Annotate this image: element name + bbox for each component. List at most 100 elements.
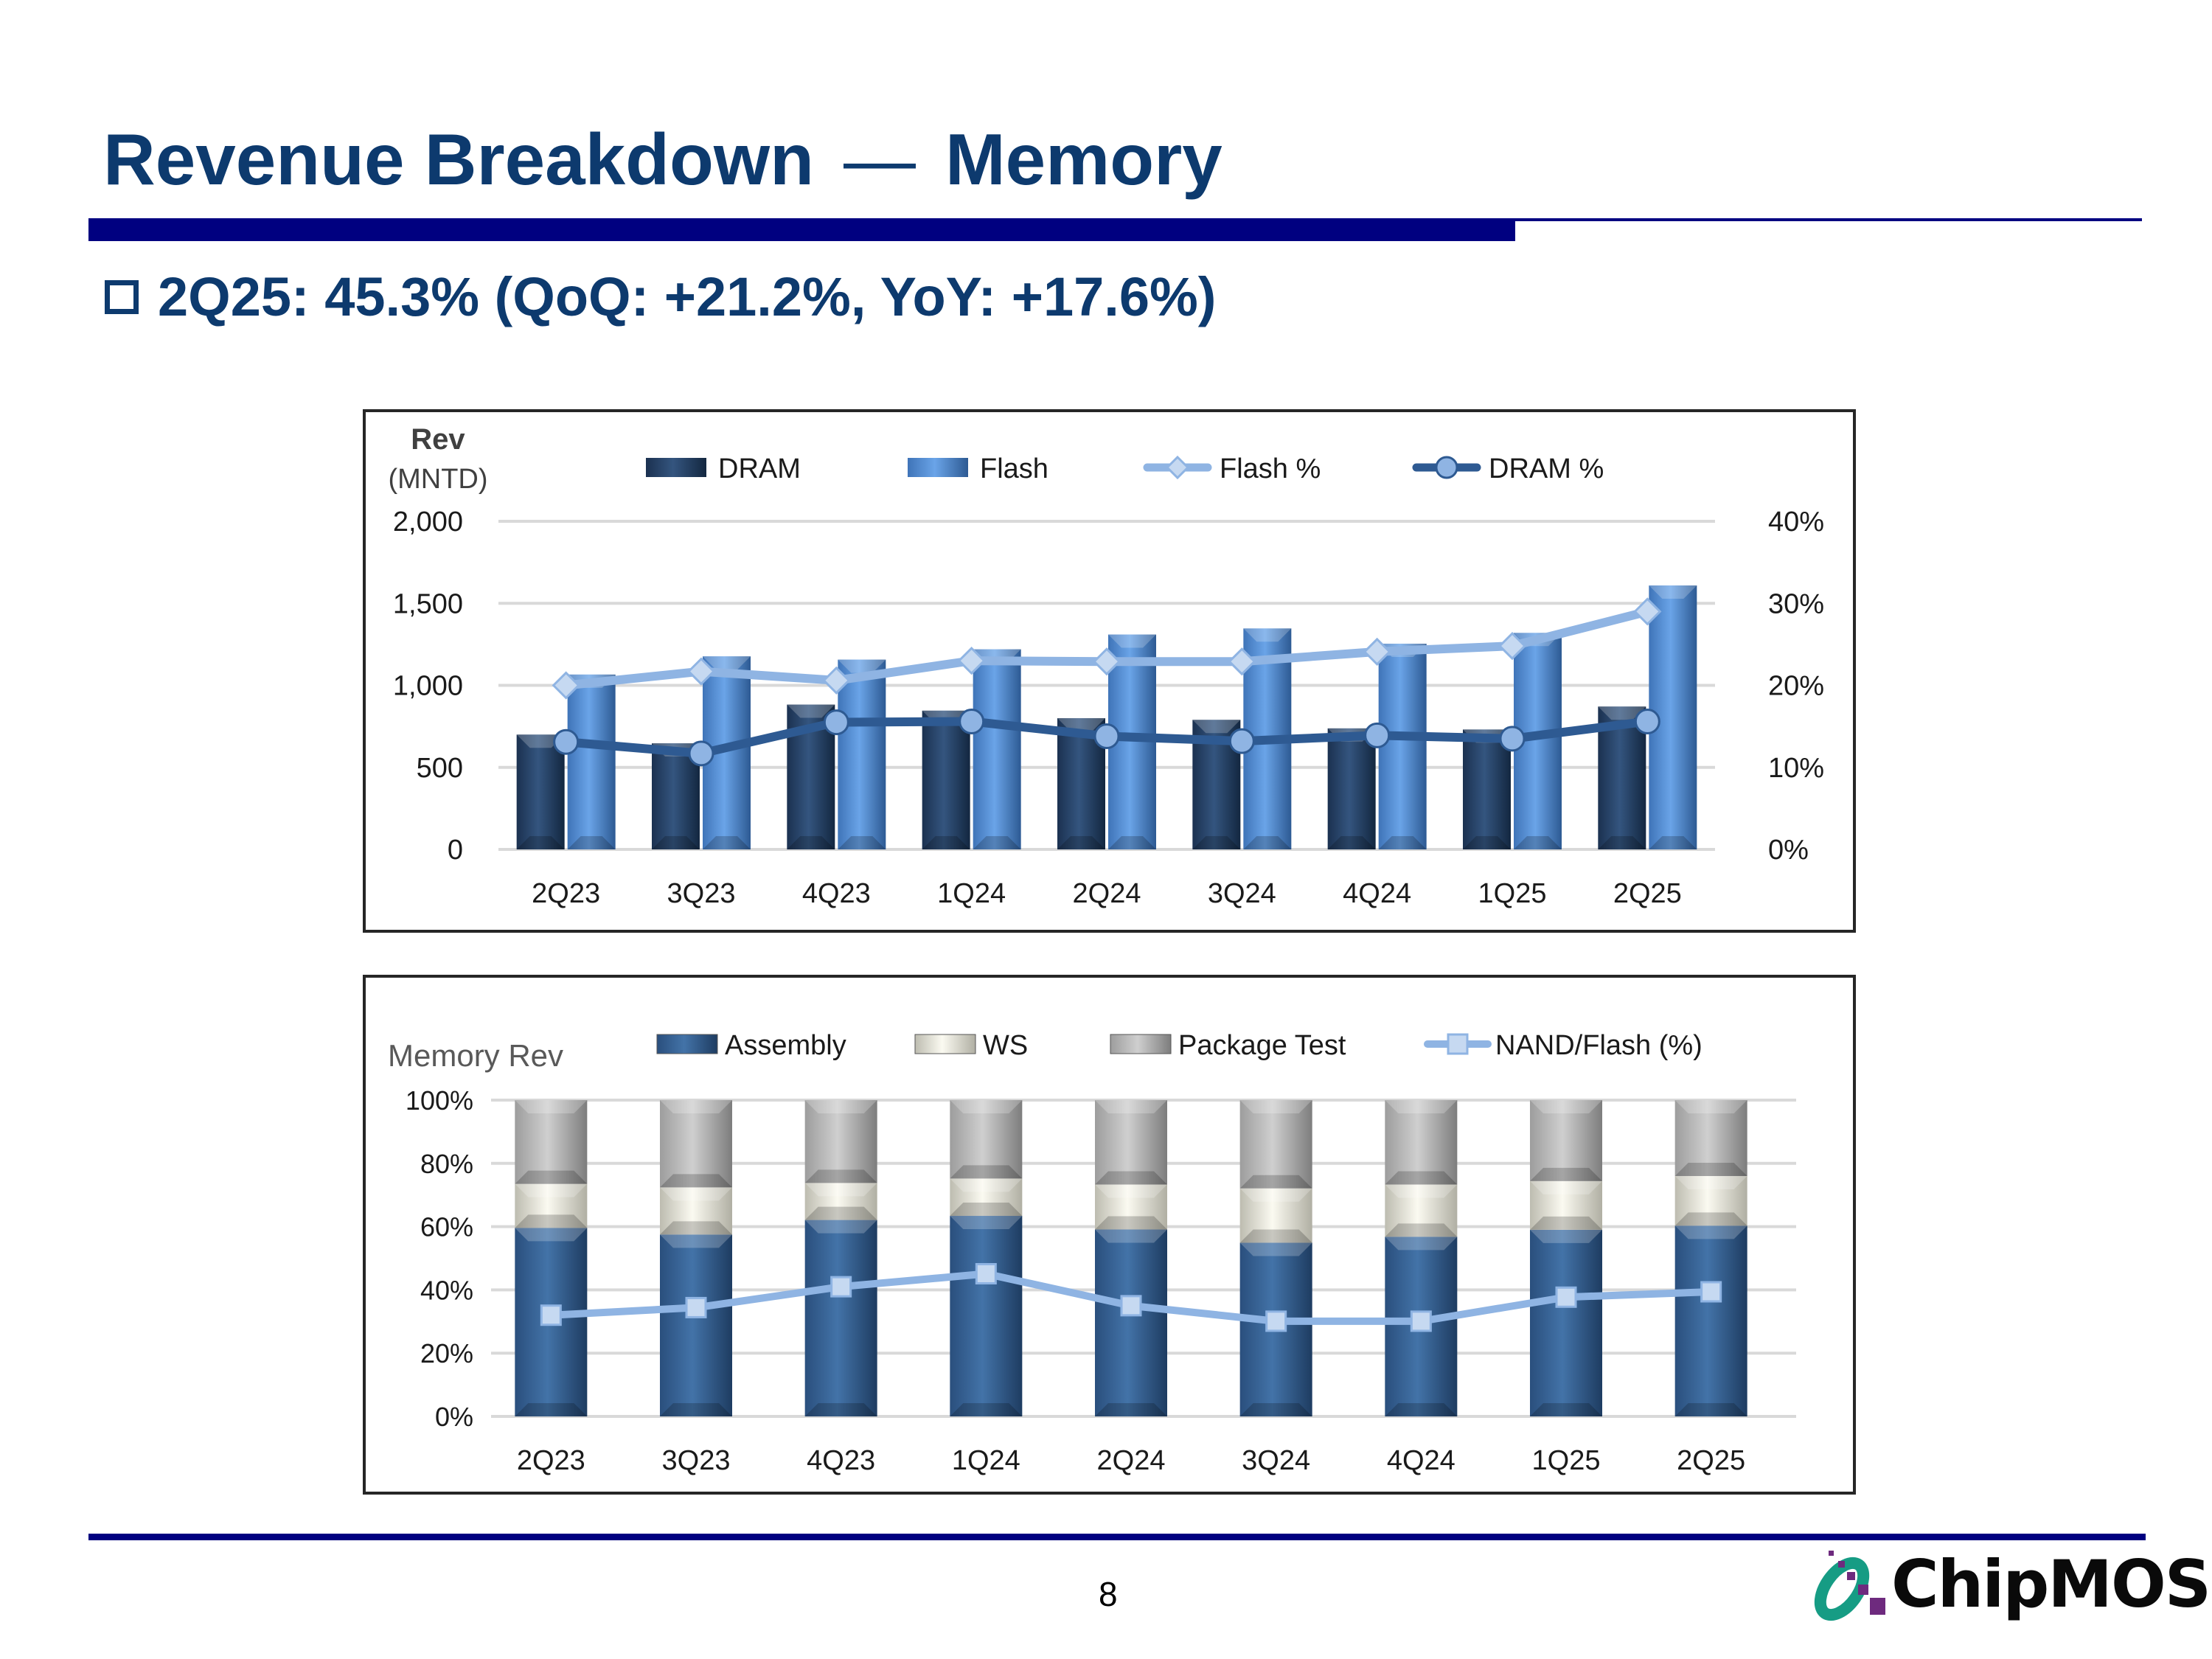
package-test-segment-bevel-bottom xyxy=(1239,1175,1312,1189)
ws-segment xyxy=(1530,1180,1602,1230)
package-test-segment xyxy=(1674,1100,1747,1176)
ws-segment-bevel-top xyxy=(515,1183,588,1197)
ws-segment-body xyxy=(1674,1175,1747,1226)
ws-segment xyxy=(1385,1184,1458,1237)
dram-pct-marker xyxy=(823,709,849,736)
package-test-segment-bevel-top xyxy=(950,1100,1023,1113)
package-test-segment-bevel-bottom xyxy=(1674,1162,1747,1176)
nand-flash-marker xyxy=(1120,1295,1142,1317)
assembly-segment-bevel-top xyxy=(804,1220,877,1234)
dram-pct-marker xyxy=(1499,726,1526,752)
ws-segment-body xyxy=(1530,1180,1602,1230)
y-tick-label: 0 xyxy=(448,835,463,866)
package-test-segment-bevel-bottom xyxy=(804,1169,877,1183)
ws-segment-body xyxy=(660,1187,732,1235)
assembly-segment-bevel-bottom xyxy=(804,1403,877,1416)
title-dash: — xyxy=(843,119,916,200)
assembly-segment-body xyxy=(804,1220,877,1416)
ws-segment-bevel-bottom xyxy=(1239,1229,1312,1243)
ws-segment-bevel-bottom xyxy=(804,1206,877,1220)
x-tick-label: 1Q25 xyxy=(1478,878,1547,909)
x-tick-label: 2Q23 xyxy=(532,878,600,909)
dram-bar xyxy=(516,734,565,849)
y2-tick-label: 40% xyxy=(1768,507,1824,538)
flash-bar-bevel-top xyxy=(703,656,751,670)
legend-label: NAND/Flash (%) xyxy=(1495,1030,1703,1061)
package-test-segment-body xyxy=(1674,1100,1747,1176)
assembly-segment-bevel-bottom xyxy=(950,1403,1023,1416)
flash-bar-body xyxy=(1378,643,1427,849)
ws-segment-bevel-top xyxy=(660,1187,732,1201)
package-test-segment xyxy=(660,1100,732,1188)
assembly-segment-bevel-bottom xyxy=(1239,1403,1312,1416)
flash-bar-body xyxy=(838,659,886,849)
page-number: 8 xyxy=(1099,1575,1118,1613)
flash-pct-marker xyxy=(1363,637,1391,667)
x-tick-label: 2Q25 xyxy=(1613,878,1682,909)
dram-bar-bevel-bottom xyxy=(1463,836,1511,849)
y2-tick-label: 20% xyxy=(1768,671,1824,702)
ws-segment-bevel-top xyxy=(804,1183,877,1197)
ws-segment xyxy=(804,1183,877,1220)
y-tick-label: 100% xyxy=(406,1085,473,1116)
nand-flash-marker xyxy=(685,1296,707,1318)
assembly-segment-body xyxy=(950,1216,1023,1416)
ws-segment xyxy=(660,1187,732,1235)
assembly-segment-bevel-top xyxy=(950,1216,1023,1230)
square-bullet-icon xyxy=(105,279,139,314)
assembly-segment-body xyxy=(1530,1229,1602,1416)
ws-segment-body xyxy=(1095,1184,1167,1230)
assembly-segment-bevel-bottom xyxy=(1530,1403,1602,1416)
assembly-segment xyxy=(1095,1229,1167,1416)
title-left: Revenue Breakdown xyxy=(103,119,814,200)
assembly-segment xyxy=(1674,1225,1747,1416)
legend-swatch xyxy=(656,1034,718,1054)
flash-pct-marker xyxy=(1498,631,1527,661)
ws-segment-bevel-bottom xyxy=(515,1214,588,1228)
logo-text: ChipMOS xyxy=(1891,1546,2211,1622)
flash-bar-bevel-bottom xyxy=(1378,836,1427,849)
flash-bar xyxy=(1378,643,1427,849)
x-tick-label: 1Q24 xyxy=(952,1445,1020,1476)
dram-bar-bevel-bottom xyxy=(787,836,835,849)
legend: DRAM Flash Flash % DRAM % xyxy=(646,453,1604,484)
dram-pct-marker xyxy=(1093,723,1120,749)
assembly-segment-bevel-bottom xyxy=(660,1403,732,1416)
x-tick-label: 2Q24 xyxy=(1097,1445,1166,1476)
assembly-segment-bevel-bottom xyxy=(515,1403,588,1416)
flash-bar-bevel-bottom xyxy=(1243,836,1292,849)
assembly-segment-bevel-top xyxy=(1385,1237,1458,1251)
ws-segment xyxy=(1239,1188,1312,1243)
subtitle-text: 2Q25: 45.3% (QoQ: +21.2%, YoY: +17.6%) xyxy=(158,266,1217,327)
dram-bar-bevel-bottom xyxy=(922,836,970,849)
revenue-chart: 0 0% 500 10% 1,000 20% 1,500 30% 2,000 40% Rev (MNT… xyxy=(363,409,1856,933)
ws-segment xyxy=(1095,1184,1167,1230)
legend-diamond-icon xyxy=(1165,455,1190,480)
x-tick-label: 2Q24 xyxy=(1073,878,1141,909)
dram-bar-bevel-bottom xyxy=(1598,836,1646,849)
y2-tick-label: 30% xyxy=(1768,588,1824,619)
assembly-segment-body xyxy=(1095,1229,1167,1416)
dram-bar-bevel-bottom xyxy=(1192,836,1241,849)
x-tick-label: 4Q23 xyxy=(802,878,871,909)
page-title: Revenue Breakdown — Memory xyxy=(103,118,1222,201)
y-tick-label: 40% xyxy=(420,1275,473,1305)
dram-bar-body xyxy=(922,710,970,849)
flash-bar-bevel-bottom xyxy=(1514,836,1562,849)
nand-flash-marker xyxy=(975,1263,997,1285)
assembly-segment xyxy=(950,1216,1023,1416)
ws-segment-body xyxy=(1239,1188,1312,1243)
assembly-segment xyxy=(1239,1242,1312,1416)
ws-segment-bevel-top xyxy=(1530,1180,1602,1194)
flash-bar xyxy=(973,649,1021,849)
assembly-segment-body xyxy=(1674,1225,1747,1416)
assembly-segment-bevel-bottom xyxy=(1095,1403,1167,1416)
package-test-segment-bevel-bottom xyxy=(1095,1171,1167,1185)
package-test-segment xyxy=(1239,1100,1312,1189)
flash-bar-bevel-bottom xyxy=(703,836,751,849)
flash-bar-bevel-top xyxy=(1243,628,1292,642)
dram-bar-body xyxy=(516,734,565,849)
dram-bar-bevel-top xyxy=(1192,720,1241,734)
ws-segment-bevel-top xyxy=(1674,1175,1747,1189)
legend-swatch xyxy=(914,1034,976,1054)
